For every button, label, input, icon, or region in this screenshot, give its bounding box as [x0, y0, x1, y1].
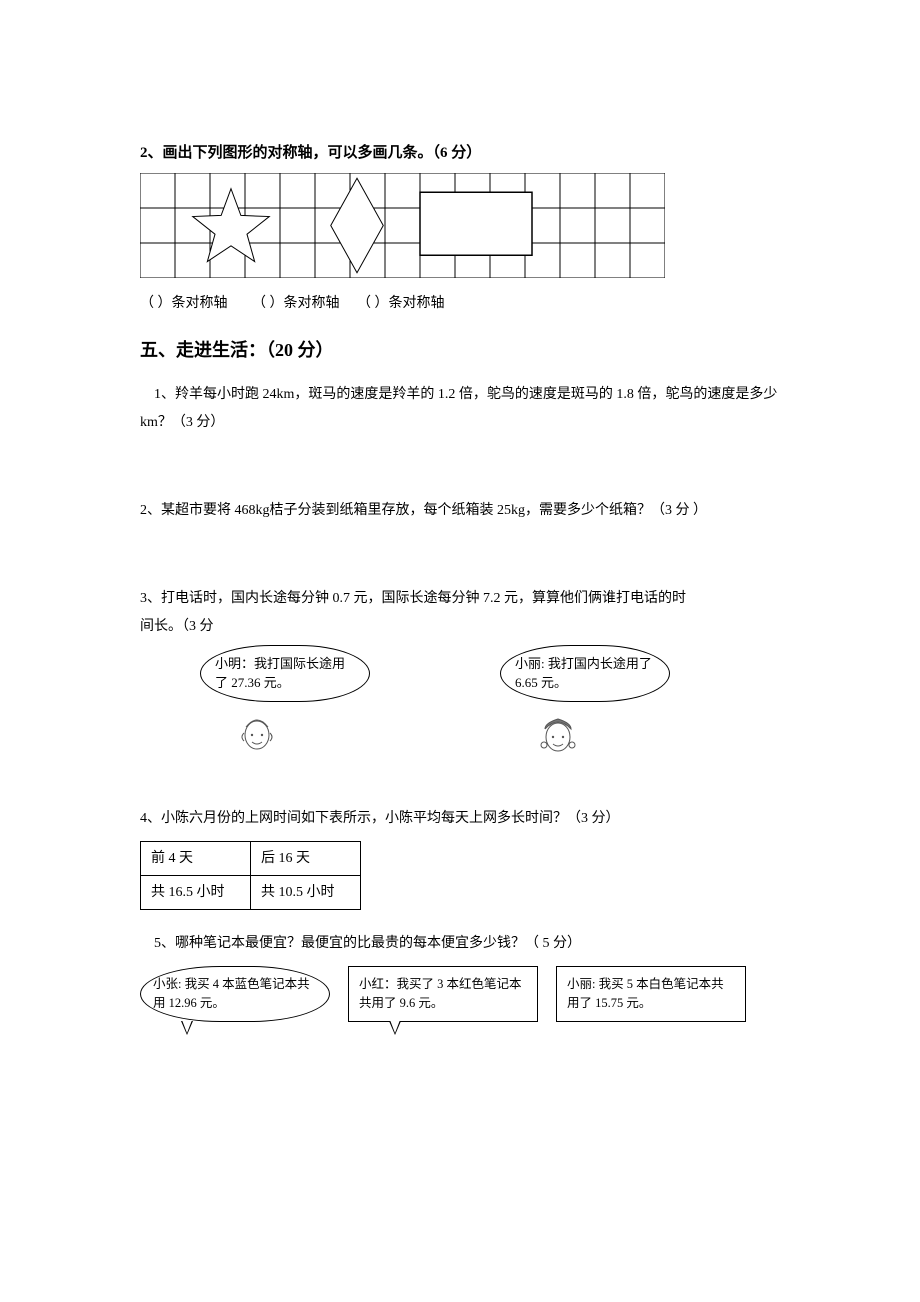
bubble-xiaoli: 小丽: 我打国内长途用了 6.65 元。 — [500, 645, 670, 702]
s5-q3-line1: 3、打电话时，国内长途每分钟 0.7 元，国际长途每分钟 7.2 元，算算他们俩… — [140, 585, 790, 613]
blank-3: （ ）条对称轴 — [357, 296, 445, 311]
table-row: 前 4 天 后 16 天 — [141, 841, 361, 875]
cell: 共 10.5 小时 — [251, 875, 361, 909]
bubble-zhang: 小张: 我买 4 本蓝色笔记本共用 12.96 元。 — [140, 966, 330, 1022]
q5-speech-row: 小张: 我买 4 本蓝色笔记本共用 12.96 元。 小红：我买了 3 本红色笔… — [140, 966, 790, 1022]
bubble-text: 小红：我买了 3 本红色笔记本共用了 9.6 元。 — [359, 977, 522, 1010]
cell: 共 16.5 小时 — [141, 875, 251, 909]
bubble-text: 小张: 我买 4 本蓝色笔记本共用 12.96 元。 — [153, 977, 310, 1010]
q2-title: 2、画出下列图形的对称轴，可以多画几条。（6 分） — [140, 140, 790, 167]
s5-q1: 1、羚羊每小时跑 24km，斑马的速度是羚羊的 1.2 倍，鸵鸟的速度是斑马的 … — [140, 381, 790, 437]
q4-table: 前 4 天 后 16 天 共 16.5 小时 共 10.5 小时 — [140, 841, 361, 910]
section5-heading: 五、走进生活：（20 分） — [140, 334, 790, 366]
s5-q2: 2、某超市要将 468kg桔子分装到纸箱里存放，每个纸箱装 25kg，需要多少个… — [140, 497, 790, 525]
s5-q5: 5、哪种笔记本最便宜？最便宜的比最贵的每本便宜多少钱？（ 5 分） — [140, 930, 790, 958]
q3-speech-area: 小明：我打国际长途用了 27.36 元。 小丽: 我打国内长途用了 6.65 元… — [140, 645, 790, 765]
table-row: 共 16.5 小时 共 10.5 小时 — [141, 875, 361, 909]
bubble-li: 小丽: 我买 5 本白色笔记本共用了 15.75 元。 — [556, 966, 746, 1022]
face-boy-icon — [240, 715, 274, 755]
cell: 后 16 天 — [251, 841, 361, 875]
s5-q4: 4、小陈六月份的上网时间如下表所示，小陈平均每天上网多长时间？（3 分） — [140, 805, 790, 833]
face-girl-icon — [540, 715, 576, 757]
bubble-xiaoming: 小明：我打国际长途用了 27.36 元。 — [200, 645, 370, 702]
blank-2: （ ）条对称轴 — [252, 296, 340, 311]
symmetry-blanks: （ ）条对称轴 （ ）条对称轴 （ ）条对称轴 — [140, 291, 790, 316]
blank-1: （ ）条对称轴 — [140, 296, 228, 311]
cell: 前 4 天 — [141, 841, 251, 875]
s5-q3-line2: 间长。（3 分 — [140, 613, 790, 641]
bubble-hong: 小红：我买了 3 本红色笔记本共用了 9.6 元。 — [348, 966, 538, 1022]
symmetry-grid — [140, 173, 790, 287]
bubble-text: 小丽: 我买 5 本白色笔记本共用了 15.75 元。 — [567, 977, 724, 1010]
